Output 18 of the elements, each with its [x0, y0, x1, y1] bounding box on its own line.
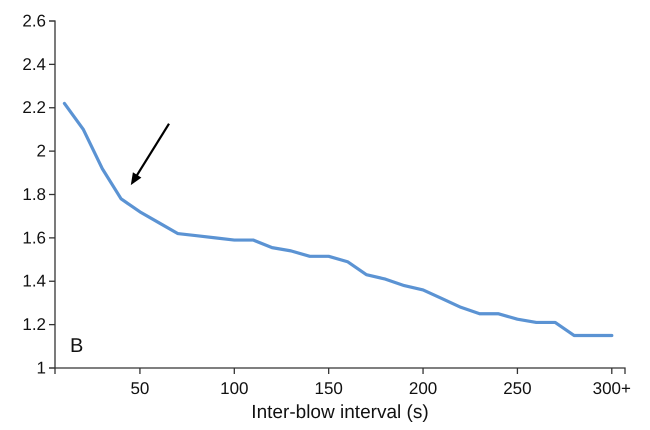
x-tick-label: 100 [220, 379, 248, 398]
y-tick-label: 2 [36, 142, 46, 161]
y-tick-label: 1 [36, 358, 46, 378]
y-tick-label: 2.6 [22, 11, 46, 30]
x-tick-label: 150 [314, 379, 343, 398]
x-tick-label: 300+ [592, 379, 632, 398]
line-series [62, 102, 614, 338]
y-tick-label: 1.8 [22, 184, 46, 204]
x-axis-title: Inter-blow interval (s) [251, 402, 429, 423]
annotation: B [70, 335, 84, 357]
x-tick-label: 200 [408, 379, 438, 398]
x-tick-label: 50 [130, 379, 150, 398]
x-tick-label: 250 [503, 379, 532, 398]
y-tick-label: 2.4 [22, 54, 46, 74]
y-tick-label: 2.2 [22, 98, 46, 118]
y-tick-label: 1.6 [22, 228, 46, 248]
y-tick-label: 1.4 [22, 272, 46, 291]
y-tick-label: 1.2 [22, 315, 46, 334]
